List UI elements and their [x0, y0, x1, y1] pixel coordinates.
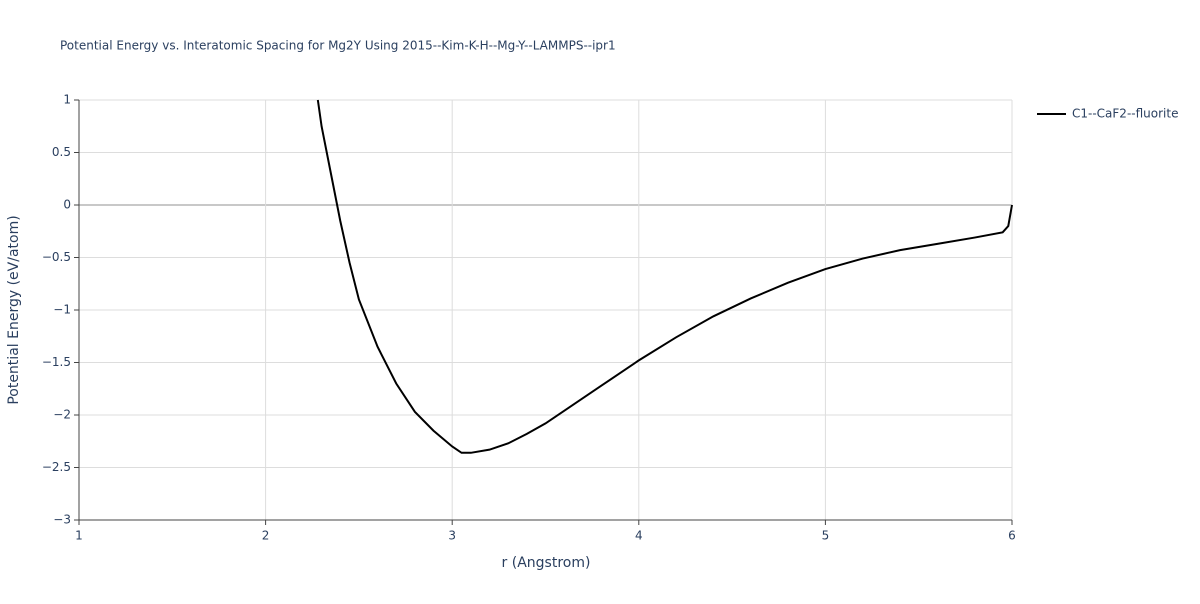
y-tick-label: 0.5	[52, 145, 71, 159]
x-tick-label: 3	[448, 529, 456, 543]
x-tick-label: 5	[822, 529, 830, 543]
y-tick-label: 1	[63, 93, 71, 107]
y-tick-label: −2	[53, 408, 71, 422]
x-tick-label: 2	[262, 529, 270, 543]
y-tick-label: −0.5	[42, 250, 71, 264]
x-axis-label: r (Angstrom)	[502, 555, 591, 571]
y-tick-label: −1.5	[42, 355, 71, 369]
y-tick-label: 0	[63, 198, 71, 212]
x-tick-label: 4	[635, 529, 643, 543]
data-line	[316, 99, 1013, 454]
x-tick-label: 6	[1008, 529, 1016, 543]
y-tick-label: −1	[53, 303, 71, 317]
y-tick-label: −2.5	[42, 460, 71, 474]
legend-label: C1--CaF2--fluorite	[1072, 107, 1178, 121]
x-tick-label: 1	[75, 529, 83, 543]
chart-title: Potential Energy vs. Interatomic Spacing…	[60, 39, 616, 53]
y-tick-label: −3	[53, 513, 71, 527]
y-axis-label: Potential Energy (eV/atom)	[6, 215, 22, 404]
